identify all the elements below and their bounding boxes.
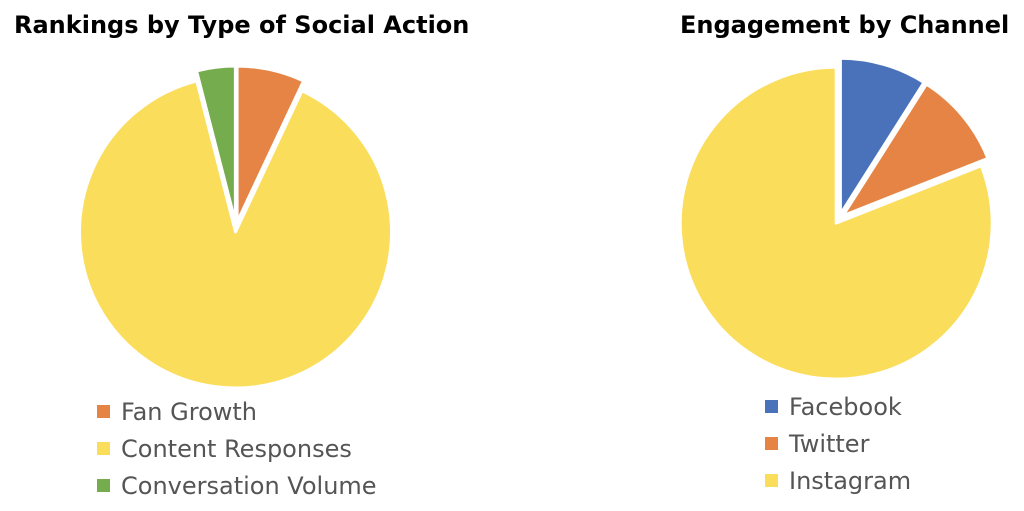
pie-slice-content-responses [78, 79, 394, 390]
legend-label: Facebook [789, 392, 902, 421]
chart-title: Engagement by Channel [680, 11, 1010, 39]
legend-label: Instagram [789, 466, 912, 495]
pie-chart-engagement-channel: Engagement by Channel Facebook Twitter I… [640, 0, 1024, 511]
legend-item-content-responses: Content Responses [97, 430, 377, 467]
legend-item-twitter: Twitter [765, 425, 911, 462]
chart-title: Rankings by Type of Social Action [14, 11, 470, 39]
legend-item-conversation-volume: Conversation Volume [97, 467, 377, 504]
legend-item-fan-growth: Fan Growth [97, 393, 377, 430]
legend-swatch [97, 405, 110, 418]
pie-slice-twitter [841, 82, 990, 218]
legend-item-instagram: Instagram [765, 462, 911, 499]
legend-label: Conversation Volume [121, 471, 377, 500]
legend-swatch [97, 479, 110, 492]
legend-swatch [97, 442, 110, 455]
pie-plot-area [78, 64, 394, 390]
legend-label: Twitter [789, 429, 870, 458]
legend: Facebook Twitter Instagram [765, 388, 911, 499]
legend-swatch [765, 474, 778, 487]
legend-swatch [765, 400, 778, 413]
pie-slice-conversation-volume [195, 64, 237, 224]
pie-slice-facebook [838, 56, 926, 216]
pie-plot-area [678, 56, 994, 381]
pie-chart-social-action: Rankings by Type of Social Action Fan Gr… [0, 0, 500, 511]
pie-slice-instagram [678, 65, 994, 381]
legend-label: Content Responses [121, 434, 352, 463]
legend-item-facebook: Facebook [765, 388, 911, 425]
legend-label: Fan Growth [121, 397, 258, 426]
pie-slice-fan-growth [235, 64, 306, 224]
legend: Fan Growth Content Responses Conversatio… [97, 393, 377, 504]
legend-swatch [765, 437, 778, 450]
